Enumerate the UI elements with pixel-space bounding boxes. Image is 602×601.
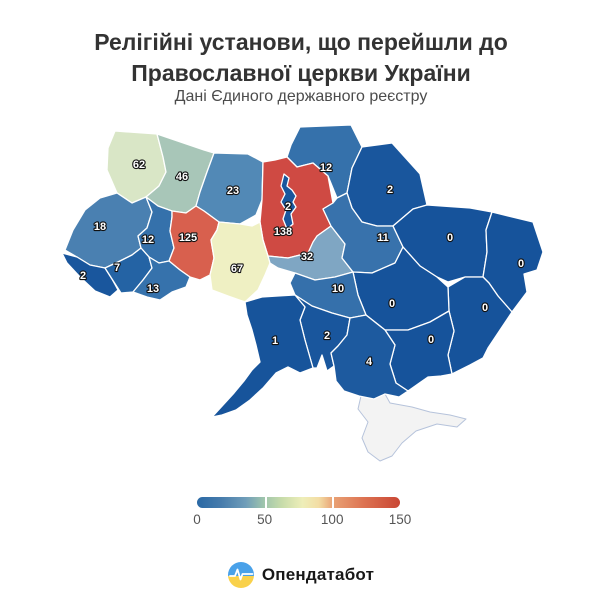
region-value-mykolaiv: 2 bbox=[324, 330, 330, 342]
region-value-odesa: 1 bbox=[272, 335, 278, 347]
page-title-line2: Православної церкви України bbox=[131, 60, 471, 86]
region-value-dnipropetrovsk: 0 bbox=[389, 298, 395, 310]
opendatabot-icon bbox=[227, 562, 254, 588]
region-value-poltava: 11 bbox=[377, 232, 389, 244]
region-value-vinnytsia: 67 bbox=[231, 263, 243, 275]
region-value-sumy: 2 bbox=[387, 184, 393, 196]
legend-ticks: 0 50 100 150 bbox=[193, 512, 411, 530]
region-value-rivne: 46 bbox=[176, 171, 188, 183]
region-value-kyiv-city: 2 bbox=[285, 201, 291, 213]
region-value-kyiv-oblast: 138 bbox=[274, 226, 292, 238]
region-value-zakarpattia: 2 bbox=[80, 270, 86, 282]
icon-blue-half bbox=[227, 562, 254, 576]
region-zakarpattia bbox=[61, 252, 119, 298]
region-value-cherkasy: 32 bbox=[301, 251, 313, 263]
region-value-lviv: 18 bbox=[94, 221, 106, 233]
region-odesa bbox=[211, 294, 314, 418]
region-value-chernivtsi: 13 bbox=[147, 283, 159, 295]
icon-yellow-half bbox=[227, 576, 254, 588]
page-subtitle: Дані Єдиного державного реєстру bbox=[174, 88, 428, 105]
page-title: Релігійні установи, що перейшли до Право… bbox=[0, 27, 602, 89]
color-scale-legend: 0 50 100 150 bbox=[193, 497, 411, 537]
opendatabot-logo[interactable]: Опендатабот bbox=[0, 561, 602, 589]
region-value-zaporizhzhia: 0 bbox=[428, 334, 434, 346]
opendatabot-wordmark: Опендатабот bbox=[261, 565, 375, 584]
region-value-kirovohrad: 10 bbox=[332, 283, 344, 295]
legend-gradient-bar bbox=[197, 497, 400, 508]
region-value-chernihiv: 12 bbox=[320, 162, 332, 174]
icon-pulse-line bbox=[228, 568, 254, 581]
region-value-khmelnytskyi: 125 bbox=[179, 232, 197, 244]
region-kherson bbox=[330, 314, 409, 400]
legend-divider-50 bbox=[264, 497, 267, 508]
legend-tick-50: 50 bbox=[257, 512, 273, 527]
region-vinnytsia bbox=[209, 221, 271, 303]
page-title-line1: Релігійні установи, що перейшли до bbox=[94, 29, 508, 55]
legend-tick-150: 150 bbox=[388, 512, 412, 527]
region-value-kharkiv: 0 bbox=[447, 232, 453, 244]
region-value-ivano-frankivsk: 7 bbox=[114, 262, 120, 274]
region-chernivtsi bbox=[132, 256, 191, 301]
region-value-luhansk: 0 bbox=[518, 258, 524, 270]
legend-tick-0: 0 bbox=[193, 512, 201, 527]
legend-tick-100: 100 bbox=[320, 512, 344, 527]
region-value-zhytomyr: 23 bbox=[227, 185, 239, 197]
region-value-kherson: 4 bbox=[366, 356, 373, 368]
region-crimea bbox=[357, 393, 467, 462]
region-value-donetsk: 0 bbox=[482, 302, 488, 314]
region-value-volyn: 62 bbox=[133, 159, 145, 171]
ukraine-choropleth-map: 62 46 23 12 2 138 2 18 12 125 2 7 13 67 32 11 0 0 0 0 0 10 2 4 1 bbox=[61, 124, 544, 462]
region-kyiv-city bbox=[280, 173, 297, 230]
region-value-ternopil: 12 bbox=[142, 234, 154, 246]
legend-divider-100 bbox=[332, 497, 335, 508]
